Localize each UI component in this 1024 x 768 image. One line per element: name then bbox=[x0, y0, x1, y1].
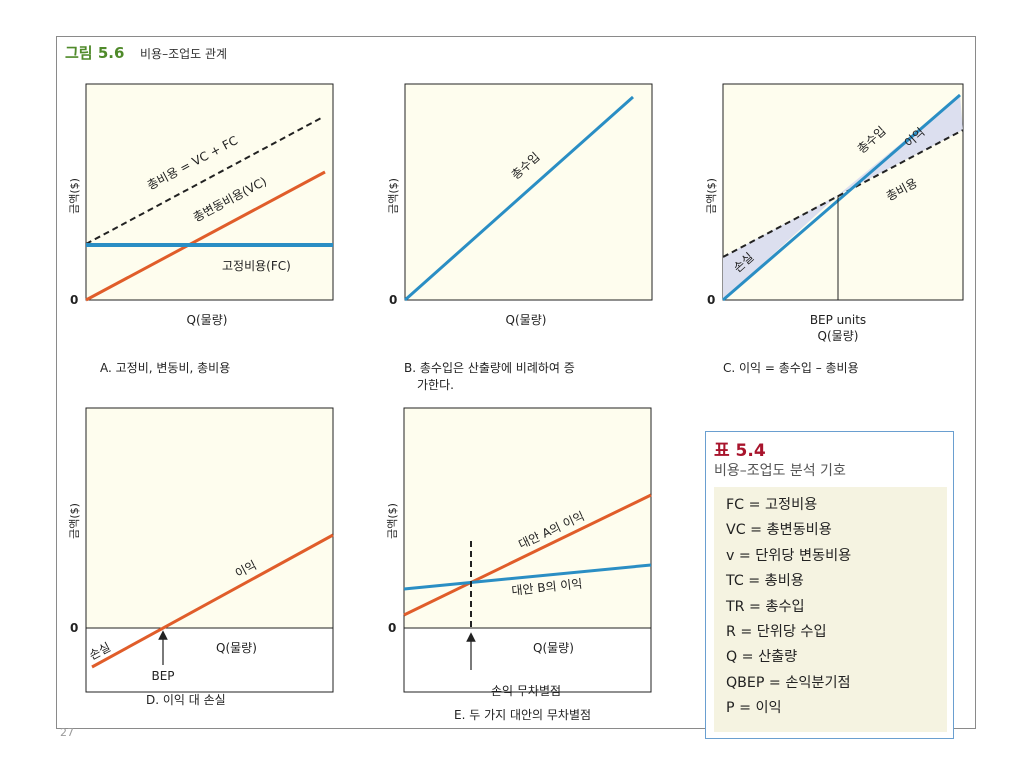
panel-c: 금액($) 0 BEP units Q(물량) 총수입 이익 총비용 손실 C.… bbox=[705, 83, 964, 375]
figure-frame bbox=[56, 36, 976, 729]
table-row: v = 단위당 변동비용 bbox=[726, 547, 852, 564]
table-title: 표 5.4 bbox=[714, 441, 766, 461]
table-subtitle: 비용–조업도 분석 기호 bbox=[714, 463, 846, 479]
panel-e-lower-blank bbox=[404, 628, 651, 692]
panel-a-caption: A. 고정비, 변동비, 총비용 bbox=[100, 361, 230, 375]
panel-c-total-cost-line bbox=[722, 129, 964, 258]
table-list: FC = 고정비용 VC = 총변동비용 v = 단위당 변동비용 TC = 총… bbox=[714, 487, 947, 722]
panel-e-caption: E. 두 가지 대안의 무차별점 bbox=[454, 708, 591, 722]
panel-a-fixed-cost-label: 고정비용(FC) bbox=[222, 259, 291, 273]
table-row: P = 이익 bbox=[726, 700, 782, 717]
page-number: 27 bbox=[60, 726, 74, 739]
panel-e: 금액($) 0 대안 A의 이익 대안 B의 이익 Q(물량) 손익 무차별점 … bbox=[386, 407, 652, 722]
symbol-table: 표 5.4 비용–조업도 분석 기호 FC = 고정비용 VC = 총변동비용 … bbox=[705, 431, 954, 739]
figure-title: 비용–조업도 관계 bbox=[140, 47, 228, 61]
panel-d-lower-blank bbox=[86, 628, 333, 692]
figure-label: 그림 5.6 bbox=[65, 44, 125, 62]
table-row: R = 단위당 수입 bbox=[726, 624, 827, 641]
table-row: FC = 고정비용 bbox=[726, 497, 818, 513]
panel-a-y-label: 금액($) bbox=[68, 178, 81, 214]
panel-e-y-label: 금액($) bbox=[386, 503, 399, 539]
table-body: FC = 고정비용 VC = 총변동비용 v = 단위당 변동비용 TC = 총… bbox=[714, 487, 947, 732]
panel-b: 금액($) 0 Q(물량) 총수입 B. 총수입은 산출량에 비례하여 증 가한… bbox=[387, 83, 653, 392]
panel-b-caption-line2: 가한다. bbox=[417, 378, 454, 392]
panel-a-variable-cost-line bbox=[85, 170, 326, 302]
panel-e-alt-b-line bbox=[403, 563, 652, 591]
panel-e-alt-a-line bbox=[403, 493, 652, 617]
table-row: Q = 산출량 bbox=[726, 649, 798, 666]
panel-c-caption: C. 이익 = 총수입 – 총비용 bbox=[723, 361, 859, 375]
panel-b-y-label: 금액($) bbox=[387, 178, 400, 214]
panel-c-origin: 0 bbox=[707, 293, 715, 307]
panel-d: 금액($) 0 이익 손실 Q(물량) BEP D. 이익 대 손실 bbox=[68, 407, 334, 707]
panel-d-y-label: 금액($) bbox=[68, 503, 81, 539]
panel-a-x-label: Q(물량) bbox=[187, 313, 228, 327]
panel-e-origin: 0 bbox=[388, 621, 396, 635]
panel-c-revenue-line bbox=[722, 93, 961, 302]
panel-d-origin: 0 bbox=[70, 621, 78, 635]
panel-b-revenue-line bbox=[404, 95, 634, 302]
panel-e-x-label: Q(물량) bbox=[533, 641, 574, 655]
panel-d-x-label: Q(물량) bbox=[216, 641, 257, 655]
panel-c-bep-label: BEP units bbox=[810, 313, 866, 327]
table-row: TC = 총비용 bbox=[726, 573, 804, 590]
panel-c-y-label: 금액($) bbox=[705, 178, 718, 214]
panel-a-total-cost-line bbox=[85, 116, 324, 245]
panel-b-origin: 0 bbox=[389, 293, 397, 307]
panel-a-plot-area bbox=[85, 83, 334, 301]
panel-e-indifference-label: 손익 무차별점 bbox=[491, 684, 561, 698]
table-row: TR = 총수입 bbox=[726, 598, 805, 615]
panel-b-x-label: Q(물량) bbox=[506, 313, 547, 327]
panel-b-caption-line1: B. 총수입은 산출량에 비례하여 증 bbox=[404, 361, 575, 375]
panel-d-profit-line bbox=[91, 533, 334, 669]
panel-c-x-label: Q(물량) bbox=[818, 329, 859, 343]
panel-a-origin: 0 bbox=[70, 293, 78, 307]
panel-d-bep-label: BEP bbox=[151, 669, 174, 683]
panel-a: 금액($) 0 Q(물량) 총비용 = VC + FC 총변동비용(VC) 고정… bbox=[68, 83, 334, 375]
table-row: QBEP = 손익분기점 bbox=[726, 674, 851, 691]
table-row: VC = 총변동비용 bbox=[726, 522, 832, 539]
panel-d-caption: D. 이익 대 손실 bbox=[146, 693, 226, 707]
